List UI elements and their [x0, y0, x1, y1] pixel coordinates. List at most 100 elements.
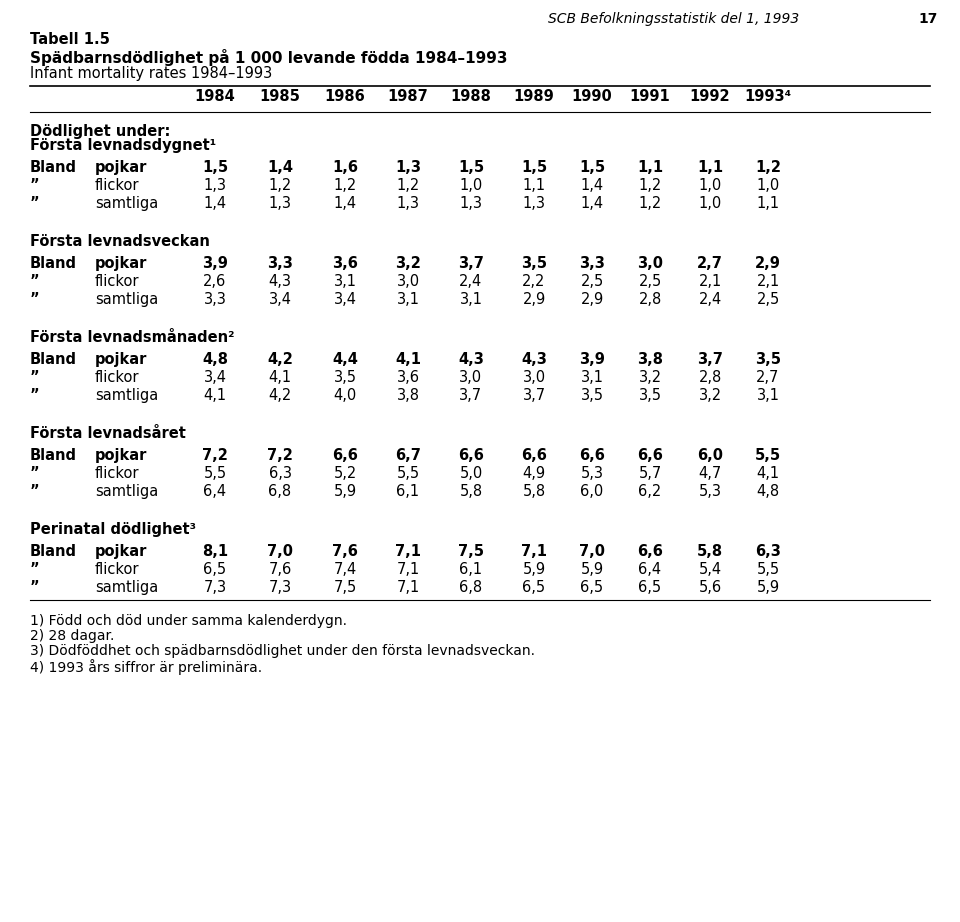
Text: Bland: Bland [30, 352, 77, 367]
Text: pojkar: pojkar [95, 352, 148, 367]
Text: 2,9: 2,9 [522, 292, 545, 307]
Text: Spädbarnsdödlighet på 1 000 levande födda 1984–1993: Spädbarnsdödlighet på 1 000 levande född… [30, 49, 508, 66]
Text: 1,6: 1,6 [332, 160, 358, 175]
Text: ”: ” [30, 562, 39, 577]
Text: 1,4: 1,4 [204, 196, 227, 211]
Text: 3,4: 3,4 [269, 292, 292, 307]
Text: 4,4: 4,4 [332, 352, 358, 367]
Text: samtliga: samtliga [95, 196, 158, 211]
Text: 3,1: 3,1 [756, 388, 780, 403]
Text: 1993⁴: 1993⁴ [744, 89, 792, 104]
Text: 4,2: 4,2 [269, 388, 292, 403]
Text: 3,5: 3,5 [581, 388, 604, 403]
Text: 6,6: 6,6 [458, 448, 484, 463]
Text: 1,4: 1,4 [267, 160, 293, 175]
Text: 1,4: 1,4 [581, 196, 604, 211]
Text: 5,5: 5,5 [396, 466, 420, 481]
Text: flickor: flickor [95, 370, 139, 385]
Text: 1,2: 1,2 [755, 160, 781, 175]
Text: 4,0: 4,0 [333, 388, 356, 403]
Text: 3,9: 3,9 [579, 352, 605, 367]
Text: Bland: Bland [30, 256, 77, 271]
Text: 7,1: 7,1 [396, 580, 420, 595]
Text: 3,0: 3,0 [637, 256, 663, 271]
Text: 3,0: 3,0 [522, 370, 545, 385]
Text: 3) Dödföddhet och spädbarnsdödlighet under den första levnadsveckan.: 3) Dödföddhet och spädbarnsdödlighet und… [30, 644, 535, 658]
Text: 6,4: 6,4 [638, 562, 661, 577]
Text: 1991: 1991 [630, 89, 670, 104]
Text: 7,1: 7,1 [395, 544, 421, 559]
Text: 7,2: 7,2 [267, 448, 293, 463]
Text: 4,8: 4,8 [756, 484, 780, 499]
Text: 7,6: 7,6 [269, 562, 292, 577]
Text: 3,7: 3,7 [522, 388, 545, 403]
Text: 1,0: 1,0 [698, 178, 722, 193]
Text: Tabell 1.5: Tabell 1.5 [30, 32, 109, 47]
Text: 2,9: 2,9 [581, 292, 604, 307]
Text: 5,3: 5,3 [581, 466, 604, 481]
Text: 1,0: 1,0 [698, 196, 722, 211]
Text: 2,8: 2,8 [698, 370, 722, 385]
Text: 7,1: 7,1 [396, 562, 420, 577]
Text: 1,1: 1,1 [636, 160, 663, 175]
Text: 4,1: 4,1 [269, 370, 292, 385]
Text: 3,7: 3,7 [697, 352, 723, 367]
Text: 2,1: 2,1 [698, 274, 722, 289]
Text: 4,7: 4,7 [698, 466, 722, 481]
Text: 2,7: 2,7 [756, 370, 780, 385]
Text: Första levnadsmånaden²: Första levnadsmånaden² [30, 330, 234, 345]
Text: 3,5: 3,5 [638, 388, 661, 403]
Text: 1,4: 1,4 [333, 196, 356, 211]
Text: 6,0: 6,0 [581, 484, 604, 499]
Text: 8,1: 8,1 [202, 544, 228, 559]
Text: 5,5: 5,5 [204, 466, 227, 481]
Text: Första levnadsåret: Första levnadsåret [30, 426, 186, 441]
Text: 6,3: 6,3 [269, 466, 292, 481]
Text: 1,3: 1,3 [204, 178, 227, 193]
Text: samtliga: samtliga [95, 484, 158, 499]
Text: 1,3: 1,3 [460, 196, 483, 211]
Text: 3,8: 3,8 [637, 352, 663, 367]
Text: 17: 17 [919, 12, 938, 26]
Text: 1,1: 1,1 [522, 178, 545, 193]
Text: 7,5: 7,5 [333, 580, 356, 595]
Text: 2,6: 2,6 [204, 274, 227, 289]
Text: 5,7: 5,7 [638, 466, 661, 481]
Text: 1,3: 1,3 [269, 196, 292, 211]
Text: 3,1: 3,1 [396, 292, 420, 307]
Text: 1992: 1992 [689, 89, 731, 104]
Text: 3,3: 3,3 [579, 256, 605, 271]
Text: 2,5: 2,5 [756, 292, 780, 307]
Text: samtliga: samtliga [95, 292, 158, 307]
Text: ”: ” [30, 292, 39, 307]
Text: samtliga: samtliga [95, 388, 158, 403]
Text: 1,2: 1,2 [638, 196, 661, 211]
Text: 7,3: 7,3 [269, 580, 292, 595]
Text: pojkar: pojkar [95, 544, 148, 559]
Text: 6,3: 6,3 [756, 544, 780, 559]
Text: 6,2: 6,2 [638, 484, 661, 499]
Text: 5,9: 5,9 [581, 562, 604, 577]
Text: 4,9: 4,9 [522, 466, 545, 481]
Text: flickor: flickor [95, 178, 139, 193]
Text: 1988: 1988 [450, 89, 492, 104]
Text: ”: ” [30, 580, 39, 595]
Text: 3,7: 3,7 [458, 256, 484, 271]
Text: 1,5: 1,5 [202, 160, 228, 175]
Text: 3,0: 3,0 [396, 274, 420, 289]
Text: 5,6: 5,6 [699, 580, 722, 595]
Text: 3,1: 3,1 [460, 292, 483, 307]
Text: 4,3: 4,3 [458, 352, 484, 367]
Text: pojkar: pojkar [95, 160, 148, 175]
Text: 4,2: 4,2 [267, 352, 293, 367]
Text: 6,0: 6,0 [697, 448, 723, 463]
Text: 1987: 1987 [388, 89, 428, 104]
Text: 3,5: 3,5 [755, 352, 781, 367]
Text: 3,4: 3,4 [333, 292, 356, 307]
Text: 2,5: 2,5 [581, 274, 604, 289]
Text: 3,9: 3,9 [202, 256, 228, 271]
Text: 6,6: 6,6 [637, 544, 663, 559]
Text: flickor: flickor [95, 562, 139, 577]
Text: 1,0: 1,0 [756, 178, 780, 193]
Text: 1986: 1986 [324, 89, 366, 104]
